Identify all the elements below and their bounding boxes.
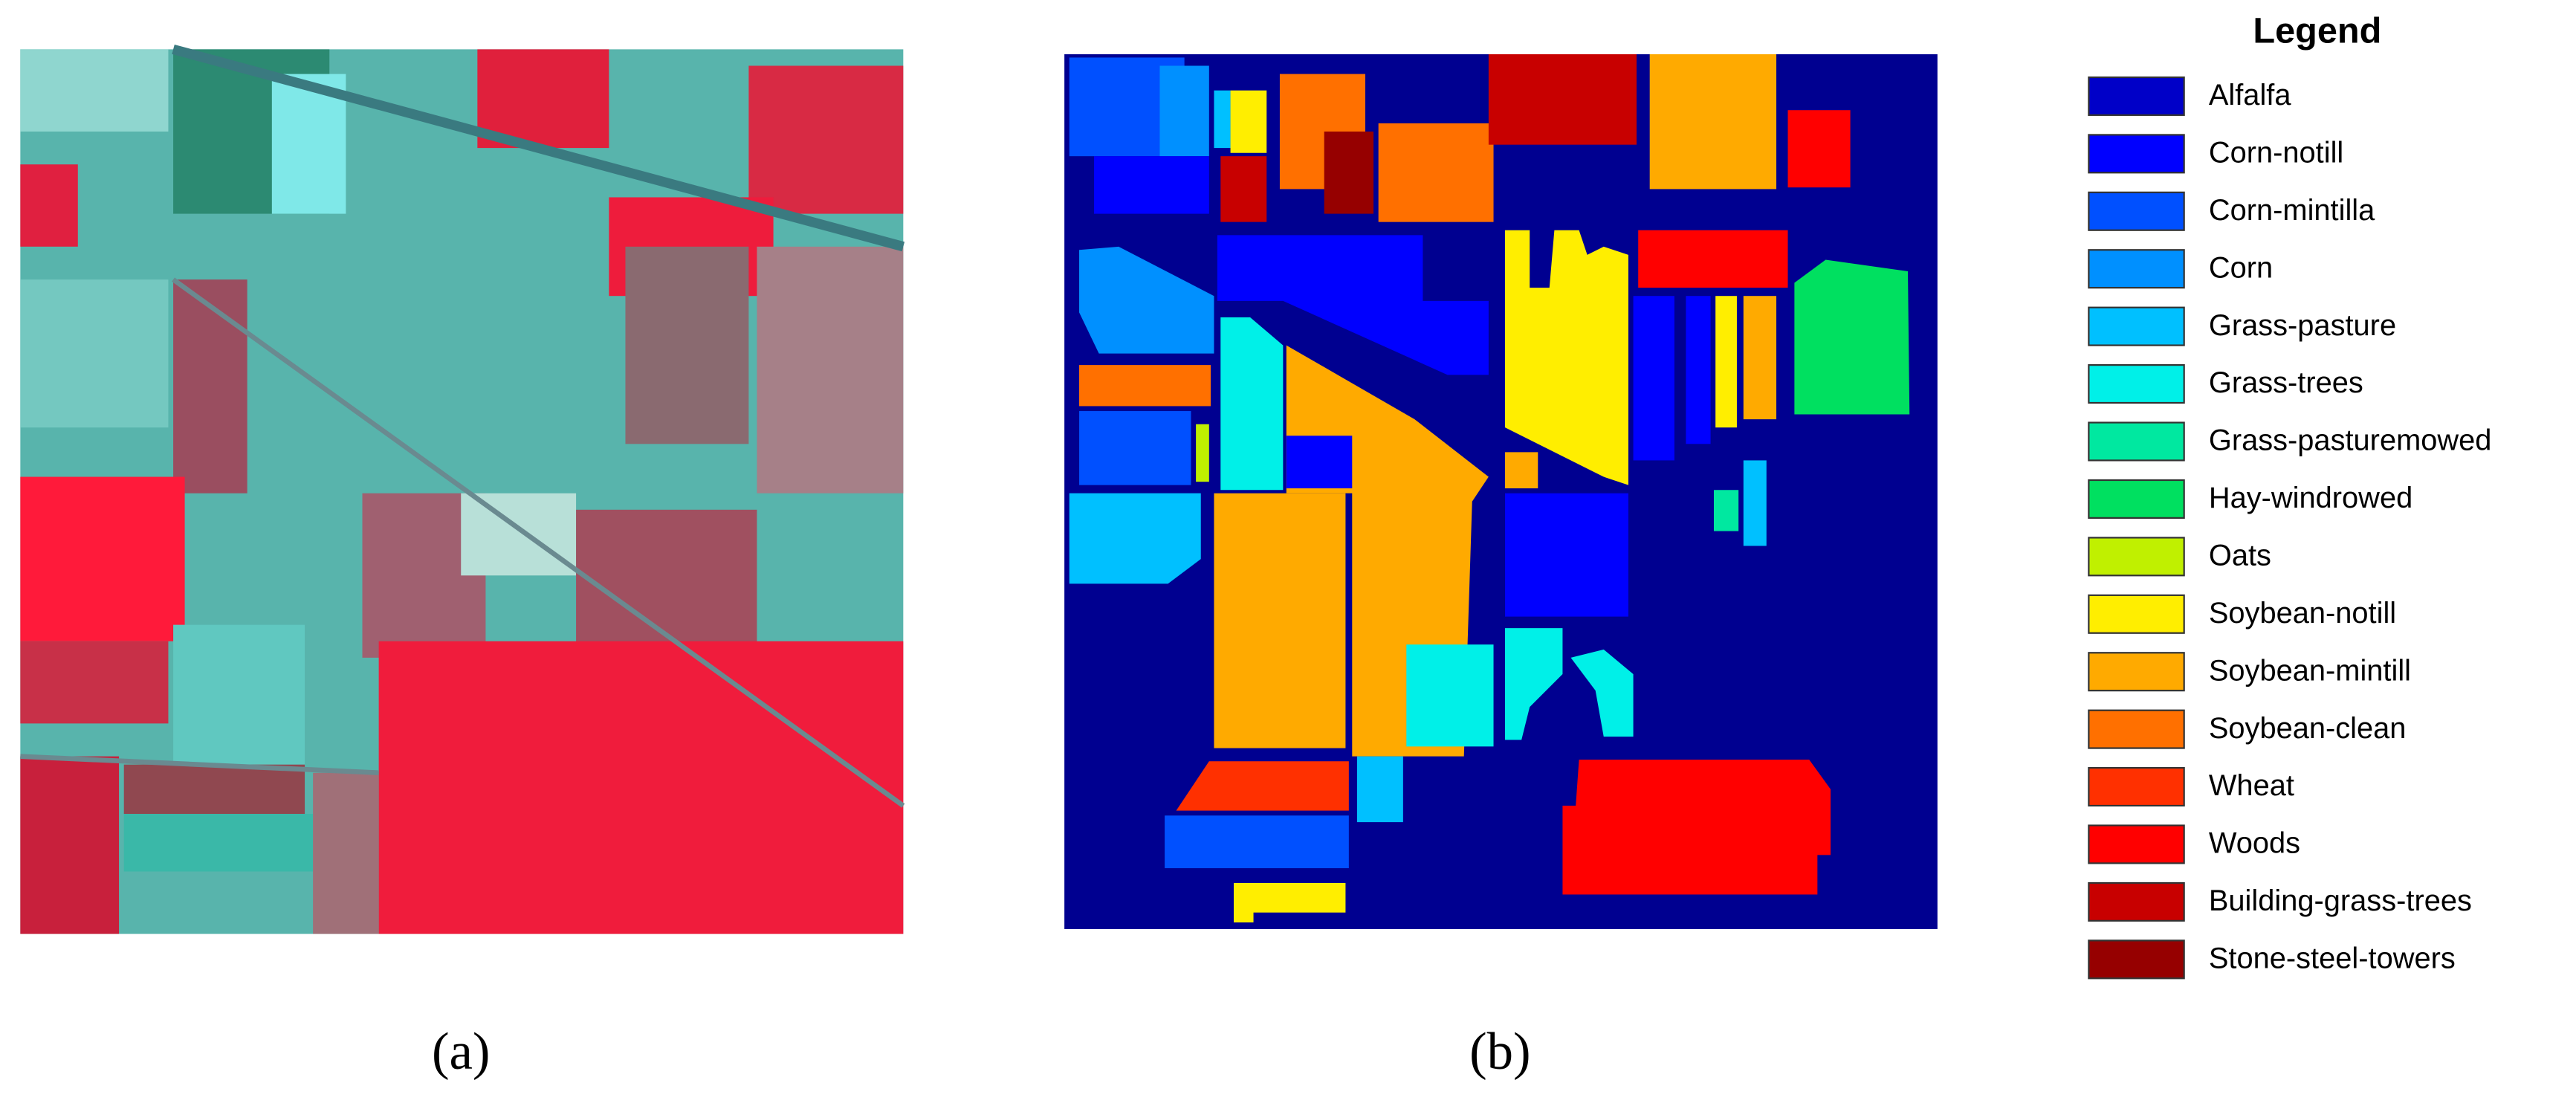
- class-region: [1743, 460, 1767, 546]
- patch: [378, 641, 904, 934]
- class-region: [1505, 628, 1563, 740]
- class-region: [1069, 493, 1201, 584]
- class-region: [1787, 110, 1851, 188]
- legend-title: Legend: [2253, 11, 2381, 51]
- class-region: [1176, 761, 1349, 811]
- patch: [20, 49, 169, 132]
- legend-label: Building-grass-trees: [2209, 884, 2472, 917]
- legend-swatch: [2088, 824, 2185, 864]
- legend-label: Grass-trees: [2209, 366, 2363, 399]
- road: [172, 277, 905, 808]
- class-region: [1488, 54, 1637, 145]
- class-region: [1562, 760, 1831, 895]
- class-region: [1159, 65, 1209, 157]
- class-region: [1686, 296, 1711, 444]
- patch: [20, 641, 169, 724]
- legend-swatch: [2088, 479, 2185, 519]
- class-region: [1743, 296, 1777, 420]
- legend-swatch: [2088, 421, 2185, 462]
- legend-label: Soybean-mintill: [2209, 654, 2411, 687]
- class-region: [1378, 123, 1494, 222]
- legend-label: Corn-mintilla: [2209, 194, 2375, 227]
- legend-label: Woods: [2209, 827, 2300, 860]
- legend-swatch: [2088, 306, 2185, 346]
- legend: Alfalfa Corn-notill Corn-mintilla Corn Grass…: [2088, 76, 2492, 980]
- caption: (b): [1469, 1023, 1531, 1081]
- legend-swatch: [2088, 134, 2185, 174]
- ground-truth-map: [1064, 54, 1938, 929]
- legend-label: Hay-windrowed: [2209, 482, 2412, 514]
- patch: [173, 279, 247, 494]
- legend-label: Corn-notill: [2209, 136, 2343, 169]
- patch: [123, 814, 314, 872]
- legend-swatch: [2088, 709, 2185, 749]
- legend-label: Soybean-clean: [2209, 712, 2407, 745]
- legend-label: Alfalfa: [2209, 79, 2292, 111]
- class-region: [1079, 246, 1214, 354]
- class-region: [1286, 436, 1353, 489]
- class-region: [1079, 365, 1211, 407]
- class-region: [1214, 493, 1346, 748]
- legend-swatch: [2088, 652, 2185, 692]
- legend-swatch: [2088, 364, 2185, 404]
- class-region: [1638, 230, 1788, 288]
- legend-label: Oats: [2209, 539, 2271, 572]
- legend-label: Stone-steel-towers: [2209, 942, 2456, 974]
- patch: [313, 772, 379, 934]
- false-color-image: [20, 44, 905, 934]
- patch: [20, 279, 169, 428]
- legend-label: Grass-pasturemowed: [2209, 424, 2492, 457]
- road: [20, 754, 379, 776]
- class-region: [1214, 90, 1231, 149]
- class-region: [1505, 452, 1538, 489]
- class-region: [1713, 490, 1739, 531]
- patch: [477, 49, 609, 149]
- class-region: [1794, 259, 1910, 415]
- patch: [748, 65, 904, 214]
- patch: [625, 246, 749, 444]
- legend-swatch: [2088, 939, 2185, 980]
- legend-swatch: [2088, 594, 2185, 634]
- legend-swatch: [2088, 249, 2185, 289]
- legend-swatch: [2088, 881, 2185, 922]
- class-region: [1233, 882, 1346, 923]
- class-region: [1570, 649, 1634, 737]
- class-region: [1220, 317, 1284, 491]
- legend-swatch: [2088, 76, 2185, 116]
- caption: (a): [432, 1023, 491, 1081]
- legend-label: Wheat: [2209, 769, 2294, 802]
- road: [172, 44, 905, 252]
- legend-label: Corn: [2209, 251, 2273, 284]
- patch: [20, 476, 185, 641]
- patch: [461, 493, 577, 576]
- patch: [20, 756, 120, 934]
- patch: [20, 164, 78, 247]
- patch: [123, 764, 305, 815]
- class-region: [1505, 230, 1628, 485]
- class-region: [1633, 296, 1674, 461]
- class-region: [1505, 493, 1628, 617]
- class-region: [1324, 131, 1374, 214]
- class-region: [1196, 424, 1209, 482]
- class-region: [1165, 815, 1349, 869]
- class-region: [1093, 156, 1209, 214]
- legend-label: Grass-pasture: [2209, 309, 2396, 342]
- patch: [757, 246, 904, 494]
- class-region: [1220, 156, 1267, 222]
- class-region: [1230, 90, 1267, 153]
- class-region: [1217, 235, 1489, 375]
- legend-swatch: [2088, 767, 2185, 807]
- legend-swatch: [2088, 191, 2185, 231]
- class-region: [1649, 54, 1777, 190]
- legend-label: Soybean-notill: [2209, 597, 2396, 630]
- class-region: [1715, 296, 1737, 428]
- legend-swatch: [2088, 537, 2185, 577]
- class-region: [1079, 411, 1191, 485]
- class-region: [1406, 644, 1494, 747]
- class-region: [1356, 756, 1403, 823]
